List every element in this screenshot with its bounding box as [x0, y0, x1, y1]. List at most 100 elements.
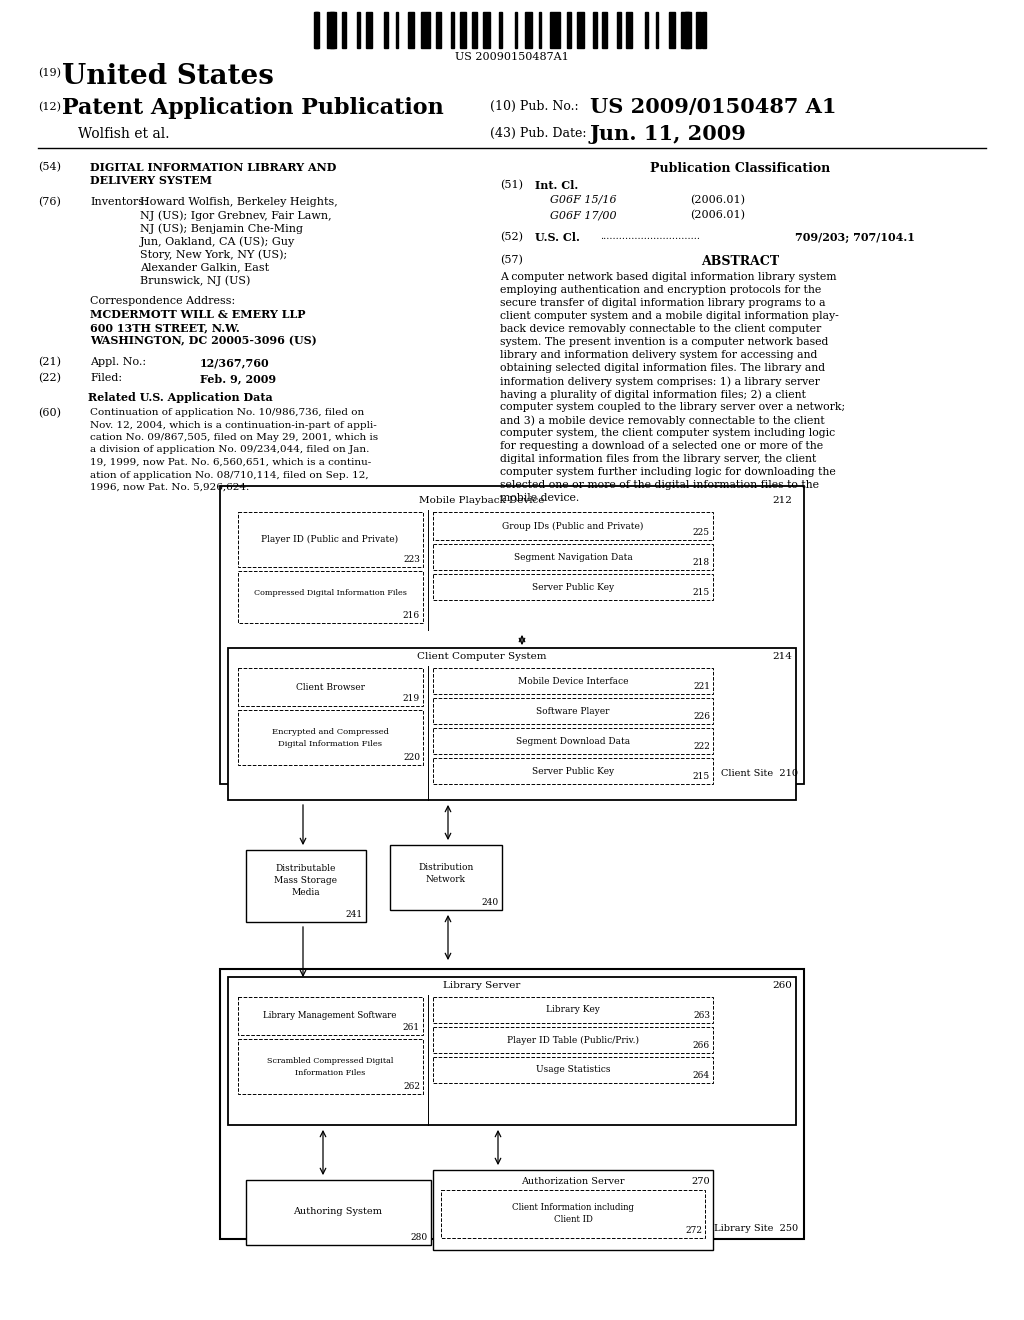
Text: a division of application No. 09/234,044, filed on Jan.: a division of application No. 09/234,044…: [90, 446, 370, 454]
Text: United States: United States: [62, 63, 273, 90]
Bar: [433, 758, 713, 784]
Bar: [433, 1027, 713, 1053]
Bar: [356, 12, 360, 48]
Text: library and information delivery system for accessing and: library and information delivery system …: [500, 350, 817, 360]
Text: (43) Pub. Date:: (43) Pub. Date:: [490, 127, 587, 140]
Text: US 20090150487A1: US 20090150487A1: [455, 51, 569, 62]
Text: computer system further including logic for downloading the: computer system further including logic …: [500, 467, 836, 477]
Text: 214: 214: [772, 652, 792, 661]
Text: (51): (51): [500, 180, 523, 190]
Text: computer system, the client computer system including logic: computer system, the client computer sys…: [500, 428, 836, 438]
Bar: [315, 12, 319, 48]
Text: (2006.01): (2006.01): [690, 195, 745, 206]
Text: Group IDs (Public and Private): Group IDs (Public and Private): [503, 521, 644, 531]
Bar: [616, 12, 621, 48]
Text: mobile device.: mobile device.: [500, 492, 580, 503]
Text: Client ID: Client ID: [554, 1216, 593, 1225]
Text: 216: 216: [402, 611, 420, 620]
Text: (54): (54): [38, 162, 61, 173]
Text: (21): (21): [38, 356, 61, 367]
Bar: [669, 12, 675, 48]
Text: for requesting a download of a selected one or more of the: for requesting a download of a selected …: [500, 441, 823, 451]
Text: 709/203; 707/104.1: 709/203; 707/104.1: [795, 232, 914, 243]
Text: G06F 17/00: G06F 17/00: [550, 210, 616, 220]
Text: cation No. 09/867,505, filed on May 29, 2001, which is: cation No. 09/867,505, filed on May 29, …: [90, 433, 378, 442]
Text: 272: 272: [685, 1226, 702, 1236]
Text: having a plurality of digital information files; 2) a client: having a plurality of digital informatio…: [500, 389, 806, 400]
Text: 262: 262: [403, 1082, 420, 1092]
Bar: [525, 12, 532, 48]
Text: Wolfish et al.: Wolfish et al.: [78, 127, 170, 141]
Bar: [238, 710, 423, 766]
Text: Jun, Oakland, CA (US); Guy: Jun, Oakland, CA (US); Guy: [140, 236, 295, 247]
Text: 260: 260: [772, 981, 792, 990]
Text: Story, New York, NY (US);: Story, New York, NY (US);: [140, 249, 288, 260]
Text: (60): (60): [38, 408, 61, 418]
Bar: [656, 12, 658, 48]
Text: Related U.S. Application Data: Related U.S. Application Data: [88, 392, 272, 403]
Text: DELIVERY SYSTEM: DELIVERY SYSTEM: [90, 176, 212, 186]
Text: secure transfer of digital information library programs to a: secure transfer of digital information l…: [500, 298, 825, 308]
Bar: [409, 12, 414, 48]
Bar: [220, 486, 804, 784]
Bar: [246, 850, 366, 921]
Text: (76): (76): [38, 197, 60, 207]
Text: Digital Information Files: Digital Information Files: [278, 741, 382, 748]
Text: (2006.01): (2006.01): [690, 210, 745, 220]
Text: Authorization Server: Authorization Server: [521, 1177, 625, 1185]
Text: 219: 219: [402, 694, 420, 704]
Text: Filed:: Filed:: [90, 374, 122, 383]
Bar: [238, 1039, 423, 1094]
Text: NJ (US); Benjamin Che-Ming: NJ (US); Benjamin Che-Ming: [140, 223, 303, 234]
Text: Software Player: Software Player: [537, 706, 609, 715]
Bar: [384, 12, 388, 48]
Text: 264: 264: [693, 1071, 710, 1080]
Text: DIGITAL INFORMATION LIBRARY AND: DIGITAL INFORMATION LIBRARY AND: [90, 162, 336, 173]
Text: 261: 261: [402, 1023, 420, 1032]
Bar: [460, 12, 466, 48]
Text: information delivery system comprises: 1) a library server: information delivery system comprises: 1…: [500, 376, 820, 387]
Text: Correspondence Address:: Correspondence Address:: [90, 296, 236, 306]
Text: US 2009/0150487 A1: US 2009/0150487 A1: [590, 96, 837, 117]
Bar: [366, 12, 372, 48]
Text: Mobile Playback Device: Mobile Playback Device: [419, 496, 545, 506]
Text: Information Files: Information Files: [295, 1069, 366, 1077]
Bar: [238, 512, 423, 568]
Text: (52): (52): [500, 232, 523, 243]
Text: 266: 266: [693, 1041, 710, 1049]
Text: back device removably connectable to the client computer: back device removably connectable to the…: [500, 323, 821, 334]
Bar: [433, 1057, 713, 1082]
Text: 19, 1999, now Pat. No. 6,560,651, which is a continu-: 19, 1999, now Pat. No. 6,560,651, which …: [90, 458, 372, 467]
Text: Feb. 9, 2009: Feb. 9, 2009: [200, 374, 276, 384]
Text: 218: 218: [693, 558, 710, 568]
Bar: [681, 12, 691, 48]
Text: (22): (22): [38, 374, 61, 383]
Bar: [220, 969, 804, 1239]
Bar: [626, 12, 632, 48]
Bar: [433, 512, 713, 540]
Text: 220: 220: [403, 752, 420, 762]
Bar: [330, 12, 334, 48]
Text: Distributable: Distributable: [275, 865, 336, 873]
Bar: [390, 845, 502, 909]
Bar: [341, 12, 346, 48]
Bar: [435, 12, 440, 48]
Text: Network: Network: [426, 875, 466, 884]
Bar: [482, 12, 489, 48]
Text: selected one or more of the digital information files to the: selected one or more of the digital info…: [500, 480, 819, 490]
Text: Alexander Galkin, East: Alexander Galkin, East: [140, 261, 269, 272]
Text: Jun. 11, 2009: Jun. 11, 2009: [590, 124, 746, 144]
Text: WASHINGTON, DC 20005-3096 (US): WASHINGTON, DC 20005-3096 (US): [90, 335, 316, 346]
Text: 226: 226: [693, 711, 710, 721]
Text: (19): (19): [38, 69, 61, 78]
Text: digital information files from the library server, the client: digital information files from the libra…: [500, 454, 816, 465]
Text: Encrypted and Compressed: Encrypted and Compressed: [271, 729, 388, 737]
Bar: [327, 12, 336, 48]
Text: Appl. No.:: Appl. No.:: [90, 356, 146, 367]
Text: ................................: ................................: [600, 232, 700, 242]
Bar: [602, 12, 606, 48]
Text: Player ID Table (Public/Priv.): Player ID Table (Public/Priv.): [507, 1035, 639, 1044]
Bar: [228, 648, 796, 800]
Bar: [702, 12, 706, 48]
Text: employing authentication and encryption protocols for the: employing authentication and encryption …: [500, 285, 821, 294]
